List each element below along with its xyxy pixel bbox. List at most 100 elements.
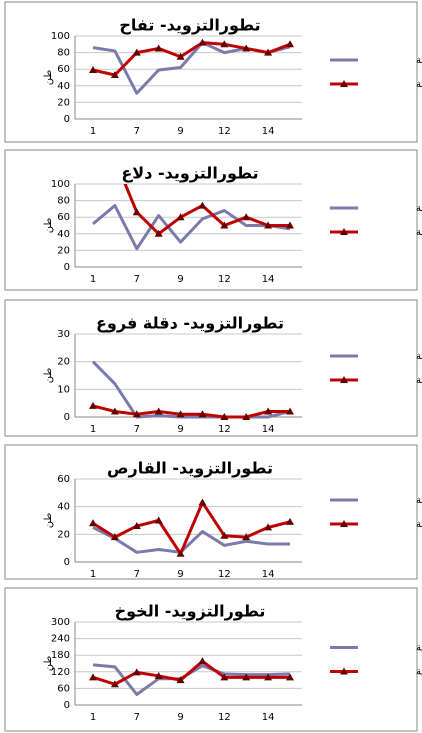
- marker: [286, 407, 294, 415]
- marker: [176, 52, 185, 60]
- legend-marker: [340, 228, 348, 235]
- y-axis-label: طن: [43, 513, 54, 529]
- panel-border: [4, 587, 418, 732]
- marker: [154, 44, 163, 52]
- plot: [89, 360, 294, 420]
- marker: [220, 221, 229, 229]
- marker: [198, 410, 207, 418]
- plot: [89, 38, 294, 95]
- legend-label: 2016 الكمية: [416, 203, 422, 214]
- marker: [264, 48, 273, 56]
- legend-marker: [340, 667, 348, 675]
- y-axis-label: طن: [43, 70, 54, 86]
- x-tick-label: 14: [262, 126, 275, 137]
- x-tick-label: 9: [177, 424, 183, 435]
- x-tick-label: 1: [90, 126, 96, 137]
- marker: [154, 516, 163, 524]
- chart-title: تطورالتزويد- دلاع: [121, 164, 258, 183]
- marker: [220, 531, 229, 539]
- marker: [220, 413, 229, 420]
- marker: [242, 533, 251, 541]
- marker: [176, 410, 185, 418]
- legend-label: 2017 الكمية: [416, 79, 422, 90]
- marker: [132, 522, 141, 530]
- plot: [92, 184, 294, 251]
- y-tick-label: 0: [64, 557, 70, 568]
- marker: [264, 673, 273, 681]
- marker: [242, 44, 251, 52]
- x-tick-label: 7: [134, 712, 140, 723]
- x-tick-label: 9: [177, 712, 183, 723]
- marker: [264, 523, 273, 531]
- y-tick-label: 40: [57, 229, 70, 240]
- y-tick-label: 0: [64, 412, 70, 423]
- chart-title: تطورالتزويد- دقلة فروع: [96, 314, 284, 333]
- x-tick-label: 9: [177, 126, 183, 137]
- marker: [110, 407, 119, 415]
- y-tick-label: 20: [57, 357, 70, 368]
- y-tick-label: 60: [57, 212, 70, 223]
- x-tick-label: 1: [90, 712, 96, 723]
- panel-border: [4, 299, 418, 437]
- x-tick-label: 14: [262, 424, 275, 435]
- marker: [198, 201, 207, 209]
- y-tick-label: 120: [51, 667, 70, 678]
- series-line: [92, 204, 291, 251]
- legend-marker: [340, 520, 348, 527]
- y-tick-label: 180: [51, 650, 70, 661]
- y-tick-label: 240: [51, 634, 70, 645]
- marker: [286, 40, 294, 48]
- legend-label: 2017 الكمية: [416, 227, 422, 238]
- chart-title: تطورالتزويد- الخوخ: [115, 602, 266, 621]
- x-tick-label: 12: [218, 569, 231, 580]
- legend-marker: [340, 376, 348, 383]
- x-tick-label: 14: [262, 569, 275, 580]
- marker: [286, 673, 294, 681]
- x-tick-label: 12: [218, 274, 231, 285]
- series-line: [91, 360, 291, 419]
- chart: تطورالتزويد- القارص 0 20 40 60 طن 1 7 9 12 14 2016 …: [4, 444, 422, 580]
- x-tick-label: 14: [262, 274, 275, 285]
- chart-title: تطورالتزويد- تفاح: [119, 16, 260, 35]
- plot: [89, 657, 294, 696]
- legend-label: 2016 الكمية: [416, 495, 422, 506]
- marker: [242, 673, 251, 681]
- marker: [242, 213, 251, 221]
- x-tick-label: 12: [218, 712, 231, 723]
- y-tick-label: 80: [57, 196, 70, 207]
- x-tick-label: 9: [177, 274, 183, 285]
- x-tick-label: 1: [90, 424, 96, 435]
- marker: [176, 549, 185, 557]
- marker: [264, 407, 273, 415]
- marker: [220, 40, 229, 48]
- marker: [132, 410, 141, 418]
- x-tick-label: 1: [90, 274, 96, 285]
- marker: [198, 38, 207, 46]
- legend-label: 2017 الكمية: [416, 375, 422, 386]
- y-tick-label: 30: [57, 329, 70, 340]
- x-tick-label: 9: [177, 569, 183, 580]
- marker: [242, 413, 251, 420]
- marker: [198, 498, 207, 506]
- y-tick-label: 10: [57, 384, 70, 395]
- marker: [198, 657, 207, 665]
- y-tick-label: 40: [57, 81, 70, 92]
- series-line: [92, 659, 290, 686]
- marker: [132, 48, 141, 56]
- marker: [264, 221, 273, 229]
- chart: تطورالتزويد- تفاح 0 20 40 60 80 100 طن 1 7 9 12 14 20…: [4, 1, 422, 143]
- legend-label: 2017 الكمية: [416, 667, 422, 678]
- marker: [220, 673, 229, 681]
- chart: تطورالتزويد- دقلة فروع 0 10 20 30 طن 1 7 9 12 14 20…: [4, 299, 422, 437]
- series-line: [92, 404, 290, 419]
- y-tick-label: 40: [57, 502, 70, 513]
- y-tick-label: 20: [57, 245, 70, 256]
- y-tick-label: 100: [51, 179, 70, 190]
- x-tick-label: 14: [262, 712, 275, 723]
- marker: [176, 213, 185, 221]
- plot: [89, 498, 294, 557]
- legend-marker: [340, 80, 348, 87]
- series-line: [92, 41, 291, 77]
- x-tick-label: 7: [134, 424, 140, 435]
